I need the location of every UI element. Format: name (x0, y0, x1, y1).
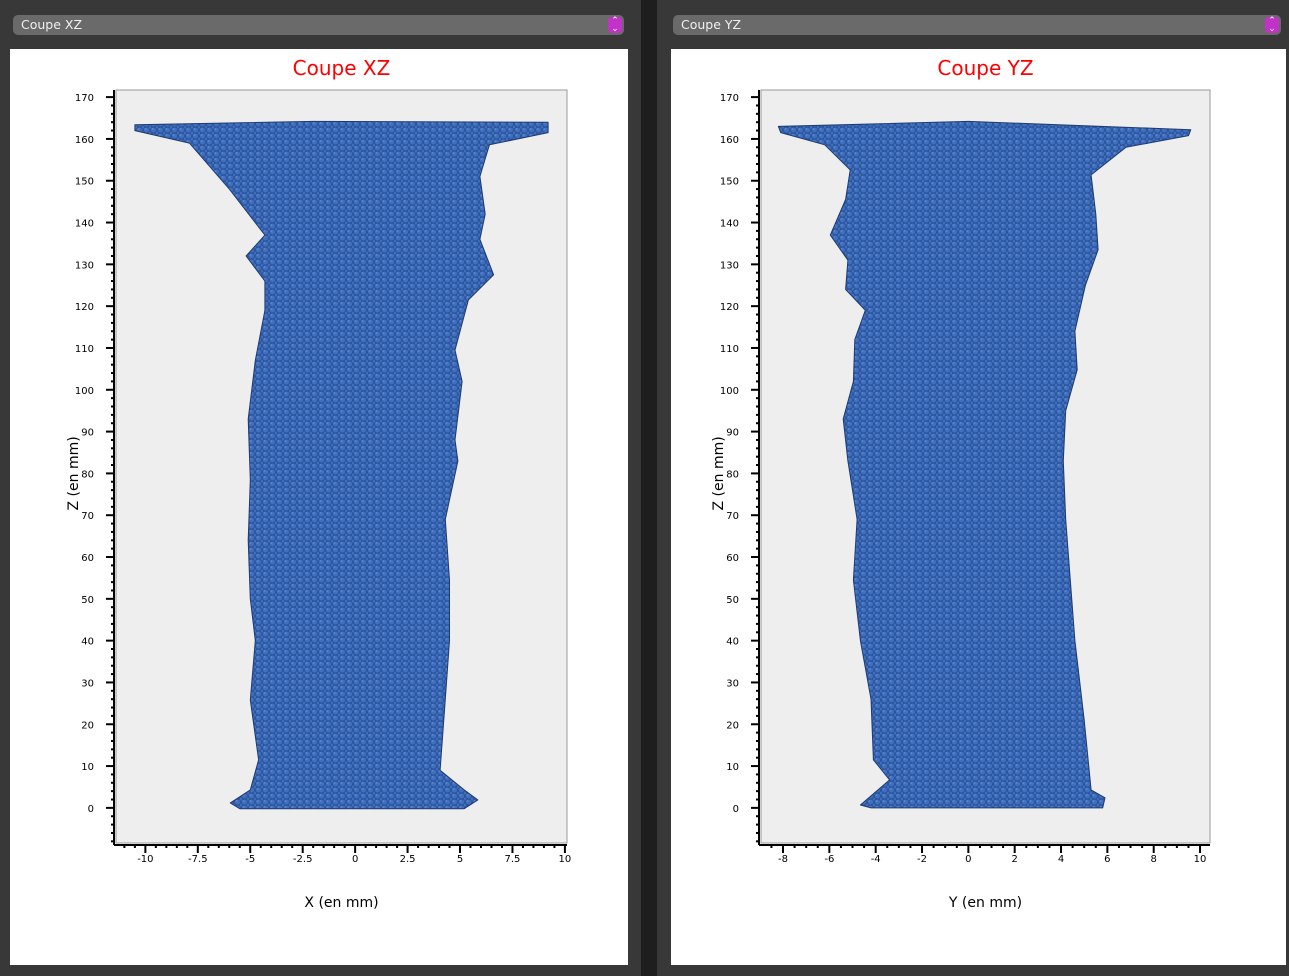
y-tick-label: 50 (726, 595, 739, 606)
y-tick-label: 120 (75, 302, 94, 313)
chart-title: Coupe XZ (293, 56, 391, 80)
y-tick-label: 100 (75, 386, 94, 397)
y-tick-label: 20 (81, 720, 94, 731)
xz-chart: Coupe XZ 0 10 20 30 40 50 60 70 80 90 100 110 120 130 1… (10, 49, 628, 965)
x-tick-label: -6 (824, 854, 834, 865)
y-tick-label: 60 (726, 553, 739, 564)
section-select-yz[interactable]: Coupe YZ ⌃ ⌄ (673, 15, 1281, 35)
x-tick-label: 0 (965, 854, 971, 865)
y-tick-label: 170 (75, 93, 94, 104)
section-profile-shape (134, 120, 549, 810)
up-down-chevron-icon[interactable]: ⌃ ⌄ (608, 17, 622, 34)
y-tick-label: 70 (81, 511, 94, 522)
up-down-chevron-icon[interactable]: ⌃ ⌄ (1265, 17, 1279, 34)
x-tick-label: -8 (778, 854, 788, 865)
y-tick-label: 160 (75, 135, 94, 146)
y-tick-label: 150 (75, 177, 94, 188)
y-tick-label: 20 (726, 720, 739, 731)
chart-title: Coupe YZ (937, 56, 1033, 80)
section-profile-shape (777, 120, 1192, 809)
x-tick-label: -7.5 (188, 854, 208, 865)
y-tick-label: 40 (81, 637, 94, 648)
x-tick-label: 6 (1104, 854, 1110, 865)
y-tick-label: 140 (720, 219, 739, 230)
x-tick-label: 4 (1058, 854, 1064, 865)
y-tick-label: 60 (81, 553, 94, 564)
y-tick-label: 30 (81, 678, 94, 689)
y-tick-label: 100 (720, 386, 739, 397)
yz-chart: Coupe YZ 0 10 20 30 40 50 60 70 80 90 100 110 120 130 1… (671, 49, 1286, 965)
x-tick-label: 8 (1151, 854, 1157, 865)
x-tick-label: -5 (245, 854, 255, 865)
y-tick-label: 150 (720, 177, 739, 188)
y-tick-label: 0 (88, 804, 94, 815)
y-tick-label: 110 (720, 344, 739, 355)
y-tick-label: 130 (720, 260, 739, 271)
x-tick-label: 5 (457, 854, 463, 865)
y-tick-label: 140 (75, 219, 94, 230)
yz-panel: Coupe YZ ⌃ ⌄ Coupe YZ 0 10 20 30 40 50 60 70 80 90 1… (657, 0, 1289, 976)
y-tick-label: 90 (81, 428, 94, 439)
xz-chart-svg: Coupe XZ01020304050607080901001101201301… (66, 56, 572, 911)
x-tick-label: 10 (1194, 854, 1207, 865)
section-select-xz[interactable]: Coupe XZ ⌃ ⌄ (13, 15, 624, 35)
x-tick-label: 10 (559, 854, 572, 865)
x-tick-label: 2 (1012, 854, 1018, 865)
y-axis-label: Z (en mm) (66, 436, 82, 510)
xz-panel: Coupe XZ ⌃ ⌄ Coupe XZ 0 10 20 30 40 50 60 70 80 90 1… (0, 0, 641, 976)
y-tick-label: 30 (726, 678, 739, 689)
y-tick-label: 110 (75, 344, 94, 355)
y-tick-label: 70 (726, 511, 739, 522)
yz-chart-svg: Coupe YZ01020304050607080901001101201301… (711, 56, 1211, 911)
y-tick-label: 10 (726, 762, 739, 773)
y-tick-label: 50 (81, 595, 94, 606)
y-tick-label: 80 (81, 469, 94, 480)
x-tick-label: 2.5 (400, 854, 416, 865)
y-tick-label: 40 (726, 637, 739, 648)
x-tick-label: -4 (871, 854, 881, 865)
x-axis-label: Y (en mm) (948, 895, 1022, 911)
x-tick-label: -2 (917, 854, 927, 865)
x-tick-label: 7.5 (505, 854, 521, 865)
y-tick-label: 160 (720, 135, 739, 146)
x-tick-label: -2.5 (293, 854, 313, 865)
y-tick-label: 120 (720, 302, 739, 313)
y-tick-label: 10 (81, 762, 94, 773)
y-tick-label: 0 (733, 804, 739, 815)
y-tick-label: 170 (720, 93, 739, 104)
x-axis-label: X (en mm) (304, 895, 378, 911)
section-select-value: Coupe XZ (21, 17, 83, 32)
y-axis-label: Z (en mm) (711, 436, 727, 510)
y-tick-label: 130 (75, 260, 94, 271)
x-tick-label: -10 (137, 854, 153, 865)
y-tick-label: 90 (726, 428, 739, 439)
x-tick-label: 0 (352, 854, 358, 865)
y-tick-label: 80 (726, 469, 739, 480)
section-select-value: Coupe YZ (681, 17, 742, 32)
